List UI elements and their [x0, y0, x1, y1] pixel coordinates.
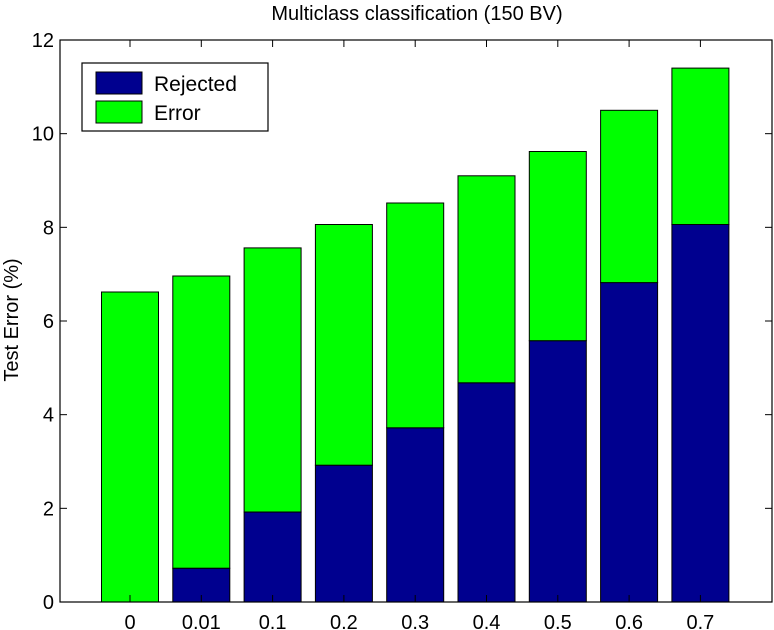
- bar-error-0.01: [172, 275, 231, 569]
- bar-rejected-0.4: [457, 382, 516, 603]
- y-axis-label: Test Error (%): [1, 258, 23, 381]
- y-tick-label-2: 2: [43, 498, 54, 520]
- axes-layer: 0 2 4 6 8 10 12 0 0.01 0.1 0.2 0.3 0.4 0.5 0.6 0.7: [32, 30, 773, 630]
- y-tick-label-0: 0: [43, 592, 54, 614]
- bar-error-0: [101, 291, 159, 603]
- bar-rejected-0.6: [600, 282, 659, 603]
- legend-label-error: Error: [154, 102, 201, 125]
- bar-error-0.6: [600, 109, 659, 284]
- y-tick-label-10: 10: [32, 124, 54, 146]
- bar-rejected-0.7: [671, 224, 730, 603]
- legend-swatch-rejected: [95, 71, 143, 95]
- y-tick-label-6: 6: [43, 311, 54, 333]
- bars-layer: [101, 67, 730, 603]
- legend-swatch-error: [95, 100, 143, 124]
- bar-error-0.1: [243, 247, 302, 513]
- y-tick-label-4: 4: [43, 405, 54, 427]
- x-tick-label-0.4: 0.4: [473, 612, 501, 630]
- bar-rejected-0.2: [314, 464, 373, 603]
- x-tick-label-0.1: 0.1: [259, 612, 287, 630]
- legend: Rejected Error: [81, 62, 269, 132]
- bar-error-0.4: [457, 175, 516, 384]
- x-tick-label-0: 0: [124, 612, 135, 630]
- bar-rejected-0.1: [243, 511, 302, 603]
- bar-error-0.5: [528, 151, 587, 342]
- y-tick-label-8: 8: [43, 217, 54, 239]
- x-tick-label-0.3: 0.3: [401, 612, 429, 630]
- x-tick-label-0.01: 0.01: [182, 612, 221, 630]
- bar-rejected-0.3: [386, 427, 445, 603]
- bar-error-0.7: [671, 67, 730, 225]
- bar-error-0.2: [314, 224, 373, 466]
- x-tick-label-0.2: 0.2: [330, 612, 358, 630]
- x-tick-label-0.7: 0.7: [686, 612, 714, 630]
- x-tick-label-0.5: 0.5: [544, 612, 572, 630]
- legend-label-rejected: Rejected: [154, 73, 237, 96]
- chart-title: Multiclass classification (150 BV): [271, 3, 562, 25]
- y-tick-label-12: 12: [32, 30, 54, 52]
- x-tick-label-0.6: 0.6: [615, 612, 643, 630]
- bar-rejected-0.5: [528, 340, 587, 603]
- bar-error-0.3: [386, 202, 445, 429]
